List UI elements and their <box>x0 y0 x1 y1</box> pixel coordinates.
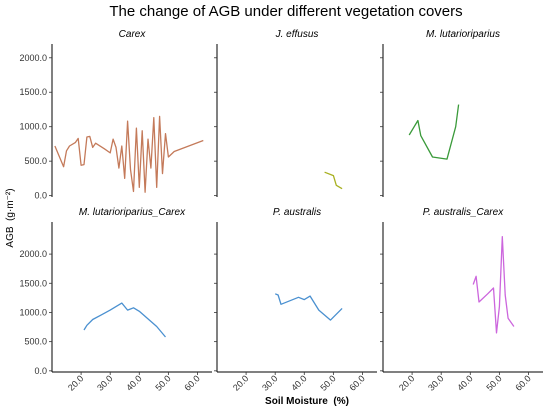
panel-title: P. australis_Carex <box>423 207 504 218</box>
panel-title: M. lutarioriparius <box>426 29 500 40</box>
panel-m-lutarioriparius-carex: M. lutarioriparius_Carex 20.0 30.0 40.0 50.0… <box>19 207 212 393</box>
y-tick-label: 2000.0 <box>19 53 47 63</box>
y-tick-label: 0.0 <box>34 191 47 201</box>
panel-title: M. lutarioriparius_Carex <box>79 207 186 218</box>
x-tick-label: 20.0 <box>231 373 250 392</box>
y-tick-label: 2000.0 <box>19 249 47 259</box>
x-tick-label: 60.0 <box>182 373 201 392</box>
series-line-m-lutarioriparius-carex <box>83 302 166 338</box>
panel-title: P. australis <box>273 207 321 218</box>
x-tick-label: 30.0 <box>426 373 445 392</box>
x-tick-label: 60.0 <box>347 373 366 392</box>
y-tick-label: 0.0 <box>34 366 47 376</box>
panels-group: Carex 0.0 500.0 1000.0 1500.0 2000.0 J. effusu… <box>19 29 543 393</box>
panel-j-effusus: J. effusus <box>214 29 343 197</box>
x-axis-label: Soil Moisture (%) <box>265 396 349 407</box>
y-tick-label: 1500.0 <box>19 278 47 288</box>
series-line-carex <box>54 115 204 193</box>
y-axis-label: AGB (g·m⁻²) <box>5 188 16 247</box>
panel-title: Carex <box>119 29 147 40</box>
x-tick-label: 50.0 <box>318 373 337 392</box>
x-tick-label: 30.0 <box>95 373 114 392</box>
series-line-j-effusus <box>324 171 343 190</box>
y-tick-label: 500.0 <box>24 156 47 166</box>
series-line-p-australis <box>274 293 343 321</box>
y-tick-label: 1000.0 <box>19 307 47 317</box>
panel-p-australis: P. australis 20.0 30.0 40.0 50.0 60.0 <box>214 207 377 393</box>
y-tick-label: 1000.0 <box>19 122 47 132</box>
series-line-p-australis-carex <box>472 235 515 334</box>
panel-p-australis-carex: P. australis_Carex 20.0 30.0 40.0 50.0 60.0 <box>380 207 543 393</box>
x-tick-label: 50.0 <box>484 373 503 392</box>
panel-title: J. effusus <box>275 29 319 40</box>
x-tick-label: 60.0 <box>513 373 532 392</box>
panel-m-lutarioriparius: M. lutarioriparius <box>380 29 500 197</box>
x-tick-label: 20.0 <box>66 373 85 392</box>
y-tick-label: 500.0 <box>24 337 47 347</box>
series-line-m-lutarioriparius <box>408 104 460 160</box>
panel-carex: Carex 0.0 500.0 1000.0 1500.0 2000.0 <box>19 29 204 201</box>
chart-title: The change of AGB under different vegeta… <box>109 3 462 20</box>
x-tick-label: 50.0 <box>153 373 172 392</box>
x-tick-label: 40.0 <box>455 373 474 392</box>
x-tick-label: 40.0 <box>289 373 308 392</box>
x-tick-label: 30.0 <box>260 373 279 392</box>
x-tick-label: 40.0 <box>124 373 143 392</box>
x-tick-label: 20.0 <box>397 373 416 392</box>
y-tick-label: 1500.0 <box>19 87 47 97</box>
